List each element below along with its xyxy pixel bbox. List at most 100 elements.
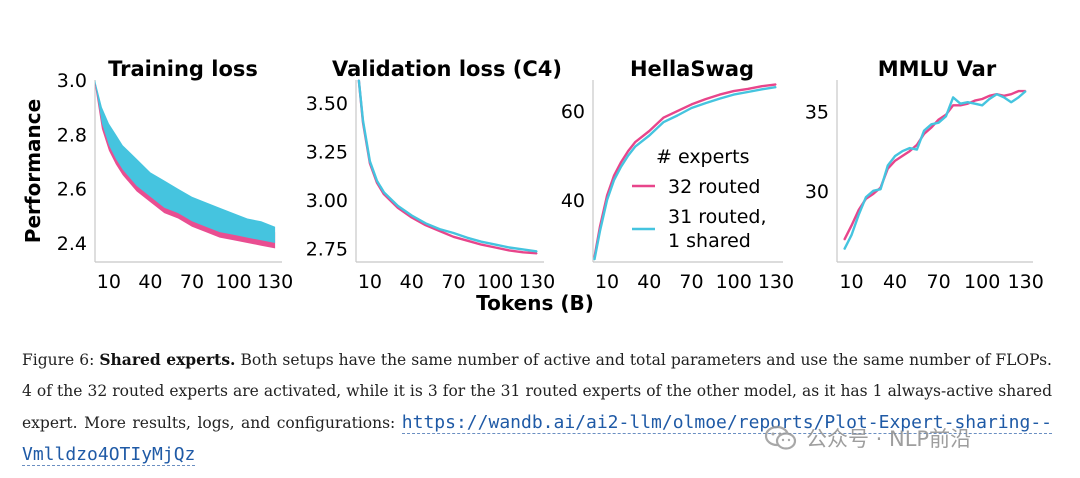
y-tick-label: 2.4 (57, 233, 87, 255)
x-tick-label: 40 (138, 271, 162, 293)
data-point (627, 150, 629, 152)
data-point (872, 190, 874, 192)
data-point (508, 246, 510, 249)
data-point (425, 222, 427, 224)
legend-entry: 31 routed, (668, 206, 767, 228)
series-line-1 (843, 90, 1027, 250)
data-point (705, 102, 707, 104)
data-point (858, 213, 860, 216)
series-line-0 (843, 89, 1026, 241)
data-point (988, 95, 991, 97)
data-point (894, 160, 896, 162)
x-tick-label: 100 (215, 271, 251, 293)
data-point (397, 205, 399, 207)
x-tick-label: 130 (758, 271, 794, 293)
x-tick-label: 10 (97, 271, 121, 293)
data-point (909, 150, 911, 152)
data-point (967, 101, 969, 103)
data-point (988, 98, 991, 100)
data-point (411, 214, 413, 217)
y-tick-label: 2.75 (306, 238, 348, 260)
x-tick-label: 10 (839, 271, 863, 293)
data-point (690, 107, 693, 109)
data-point (1003, 96, 1005, 98)
data-point (843, 248, 845, 250)
data-point (733, 90, 735, 92)
y-axis-label: Performance (21, 99, 45, 243)
data-point (923, 130, 925, 132)
data-point (959, 104, 962, 106)
x-tick-label: 100 (964, 271, 1000, 293)
data-point (775, 83, 777, 85)
data-point (719, 98, 721, 100)
data-point (522, 251, 524, 253)
data-point (952, 96, 954, 98)
x-tick-label: 130 (1008, 271, 1044, 293)
data-point (508, 249, 510, 251)
data-point (634, 141, 636, 143)
data-point (613, 179, 615, 181)
data-point (1025, 90, 1027, 92)
caption-link[interactable]: https://wandb.ai/ai2-llm/olmoe/reports/P… (22, 412, 1052, 466)
data-point (894, 155, 896, 157)
data-point (593, 259, 596, 261)
data-point (620, 161, 622, 163)
data-point (850, 225, 853, 227)
data-point (466, 240, 468, 242)
x-tick-label: 100 (477, 271, 513, 293)
data-point (494, 246, 496, 249)
y-tick-label: 30 (805, 181, 829, 203)
chart-title: MMLU Var (878, 57, 997, 81)
data-point (996, 93, 998, 95)
x-tick-label: 100 (716, 271, 752, 293)
data-point (648, 130, 650, 132)
series-line-0 (357, 79, 538, 255)
data-point (358, 79, 360, 81)
caption-text: Both setups have the same number of acti… (22, 351, 1052, 432)
panel-0 (94, 80, 282, 263)
x-tick-label: 70 (180, 271, 204, 293)
y-tick-label: 3.00 (306, 190, 348, 212)
data-point (376, 180, 378, 182)
caption-bold: Shared experts. (99, 350, 236, 369)
data-point (411, 216, 413, 219)
data-point (480, 241, 482, 243)
data-point (952, 104, 954, 106)
data-point (974, 100, 976, 102)
data-point (662, 117, 665, 119)
caption-prefix: Figure 6: (22, 351, 95, 369)
panel-1 (355, 79, 544, 263)
data-point (599, 230, 601, 232)
data-point (606, 199, 608, 201)
chart-title: Training loss (108, 57, 258, 81)
legend-title: # experts (656, 146, 749, 168)
wechat-icon (764, 425, 797, 450)
data-point (690, 103, 693, 105)
figure-caption: Figure 6: Shared experts. Both setups ha… (22, 344, 1052, 471)
data-point (974, 103, 976, 105)
data-point (705, 98, 707, 100)
legend-entry: 1 shared (668, 230, 751, 252)
data-point (627, 154, 629, 157)
watermark-text: 公众号 · NLP前沿 (806, 427, 972, 451)
data-point (901, 155, 903, 157)
data-point (761, 85, 763, 87)
data-point (466, 237, 468, 239)
data-point (775, 86, 777, 88)
data-point (1010, 93, 1012, 95)
series-band-1 (95, 80, 276, 243)
data-point (648, 134, 650, 137)
x-tick-label: 10 (358, 271, 382, 293)
data-point (930, 126, 933, 129)
data-point (747, 91, 749, 93)
data-point (872, 193, 874, 195)
data-point (494, 244, 496, 246)
x-tick-label: 40 (400, 271, 424, 293)
data-point (916, 144, 918, 146)
data-point (536, 252, 538, 254)
data-point (938, 122, 940, 124)
legend-entry: 32 routed (668, 176, 760, 198)
y-tick-label: 2.8 (57, 124, 87, 146)
data-point (439, 228, 441, 230)
data-point (909, 147, 911, 149)
